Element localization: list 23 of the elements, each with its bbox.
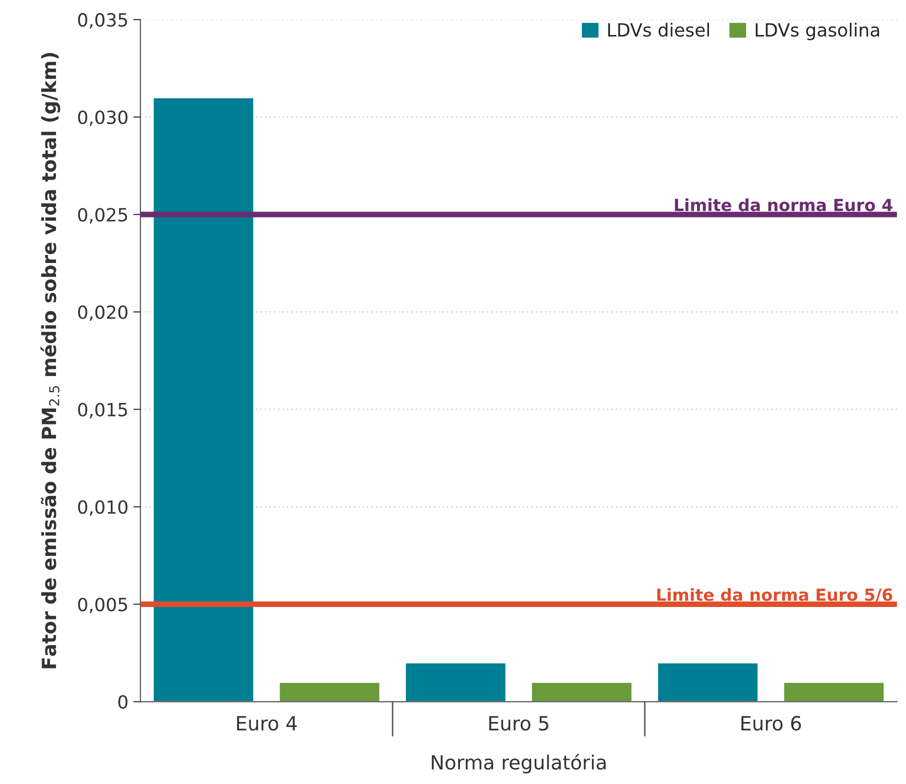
y-tick-label: 0,030	[78, 110, 128, 126]
legend-label: LDVs gasolina	[756, 22, 880, 40]
x-tick-label: Euro 5	[489, 716, 548, 731]
y-tick-label: 0,035	[78, 13, 128, 29]
bar	[152, 96, 255, 702]
x-axis-title: Norma regulatória	[432, 754, 606, 774]
y-tick-label: 0,020	[78, 305, 128, 321]
bar	[782, 681, 886, 702]
x-tick-label: Euro 4	[237, 716, 297, 731]
bar	[530, 681, 633, 702]
ref-line-label: Limite da norma Euro 4	[674, 198, 892, 212]
y-tick-label: 0,015	[78, 402, 128, 418]
bar	[404, 662, 507, 702]
y-tick-label: 0,025	[78, 208, 128, 224]
bar	[656, 662, 759, 702]
y-tick-label: 0,010	[78, 500, 128, 516]
x-tick-label: Euro 6	[741, 716, 801, 731]
y-tick-label: 0	[118, 695, 128, 709]
legend-label: LDVs diesel	[608, 22, 709, 37]
bar	[278, 681, 381, 702]
y-axis-title: Fator de emissão de PM$_{2.5}$ médio sobre vida total (g/km)	[40, 53, 60, 668]
ref-line-label: Limite da norma Euro 5/6	[657, 588, 892, 602]
y-tick-label: 0,005	[78, 598, 128, 614]
